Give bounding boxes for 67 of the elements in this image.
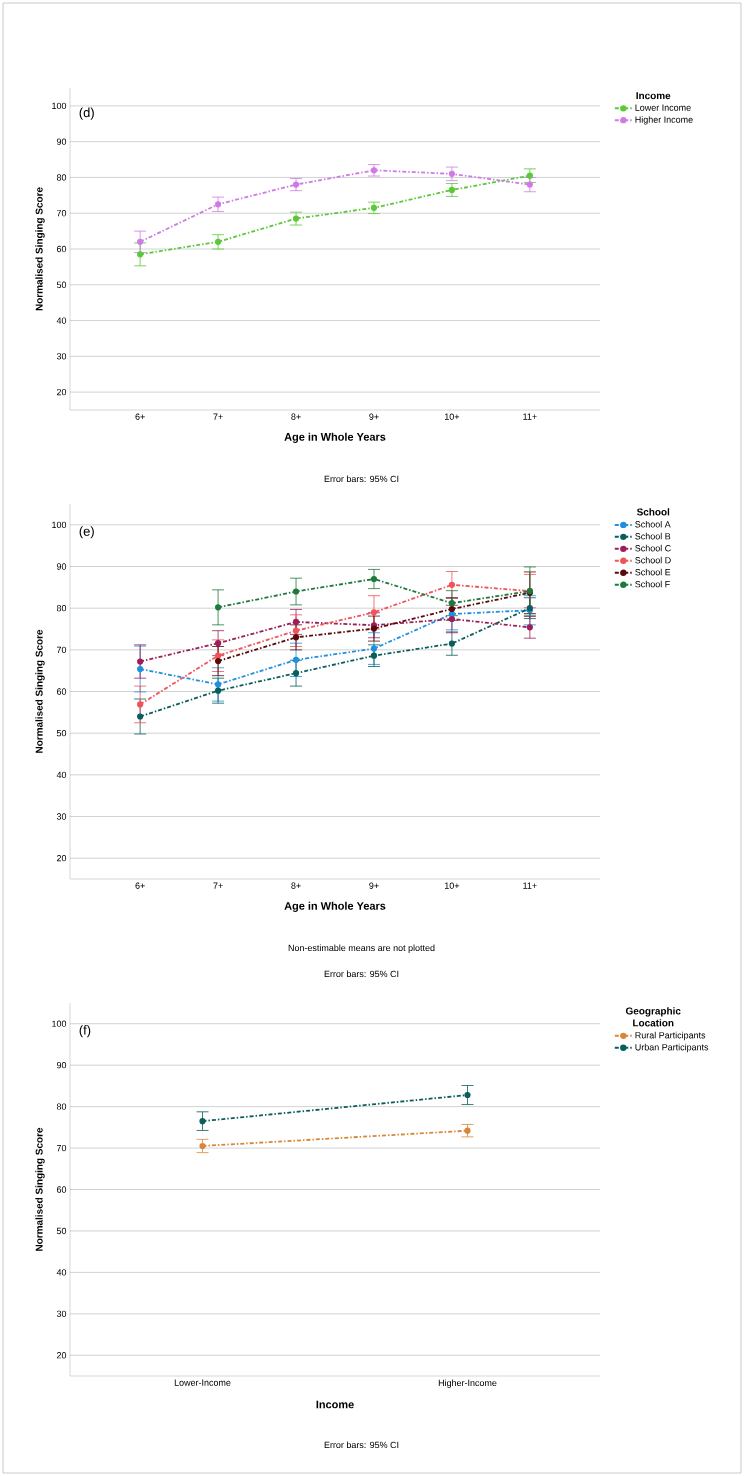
y-tick-label: 90 bbox=[56, 563, 67, 570]
legend-label: School D bbox=[635, 556, 671, 564]
legend-label: Lower Income bbox=[635, 104, 691, 111]
x-axis-title: Income bbox=[316, 1400, 354, 1409]
y-tick-label: 40 bbox=[56, 317, 67, 324]
y-tick-label: 100 bbox=[52, 521, 67, 529]
y-tick-label: 70 bbox=[56, 210, 67, 217]
y-tick-label: 40 bbox=[56, 771, 67, 779]
x-axis-title: Age in Whole Years bbox=[284, 432, 386, 443]
text: Error bars: 95% CI bbox=[324, 475, 399, 483]
y-tick-label: 50 bbox=[56, 730, 67, 737]
text: Non-estimable means are not plotted bbox=[288, 944, 435, 953]
x-tick-label: 6+ bbox=[135, 882, 145, 889]
annotation: (f) bbox=[79, 1025, 91, 1038]
legend-label: School B bbox=[635, 532, 671, 540]
y-tick-label: 30 bbox=[56, 353, 67, 360]
annotation: (e) bbox=[79, 526, 94, 539]
legend-title: Income bbox=[636, 92, 671, 100]
x-tick-label: 11+ bbox=[523, 413, 537, 420]
legend-label: School C bbox=[635, 544, 671, 552]
y-tick-label: 30 bbox=[56, 1310, 67, 1318]
x-tick-label: 6+ bbox=[135, 413, 145, 420]
legend-label: Higher Income bbox=[635, 116, 693, 125]
legend-label: School F bbox=[635, 580, 670, 588]
legend-label: School E bbox=[635, 568, 671, 576]
y-tick-label: 90 bbox=[56, 1062, 67, 1069]
y-axis-title: Normalised Singing Score bbox=[35, 629, 45, 753]
x-tick-label: 11+ bbox=[523, 882, 537, 889]
y-tick-label: 40 bbox=[56, 1269, 67, 1276]
y-tick-label: 20 bbox=[56, 855, 67, 862]
y-tick-label: 60 bbox=[56, 1186, 67, 1193]
y-tick-label: 50 bbox=[56, 1227, 67, 1235]
y-tick-label: 20 bbox=[56, 1352, 67, 1359]
legend-label: School A bbox=[635, 520, 671, 528]
legend-label: Rural Participants bbox=[635, 1031, 706, 1041]
y-tick-label: 60 bbox=[56, 688, 67, 695]
x-tick-label: 7+ bbox=[213, 882, 223, 889]
text: Error bars: 95% CI bbox=[324, 970, 399, 978]
y-tick-label: 90 bbox=[56, 138, 67, 145]
y-tick-label: 80 bbox=[56, 174, 67, 181]
y-tick-label: 70 bbox=[56, 646, 67, 654]
x-tick-label: 8+ bbox=[291, 413, 301, 420]
x-tick-label: Lower-Income bbox=[174, 1379, 231, 1386]
x-tick-label: 8+ bbox=[291, 882, 301, 889]
y-tick-label: 100 bbox=[52, 102, 67, 110]
x-tick-label: 10+ bbox=[445, 882, 460, 889]
x-tick-label: Higher-Income bbox=[438, 1379, 497, 1388]
x-tick-label: 10+ bbox=[445, 413, 460, 420]
x-tick-label: 7+ bbox=[213, 413, 223, 420]
text: Error bars: 95% CI bbox=[324, 1441, 399, 1449]
y-tick-label: 70 bbox=[56, 1144, 67, 1152]
annotation: (d) bbox=[79, 107, 94, 120]
y-axis-title: Normalised Singing Score bbox=[35, 187, 45, 311]
x-axis-title: Age in Whole Years bbox=[284, 901, 386, 912]
legend-label: Urban Participants bbox=[635, 1043, 709, 1053]
y-tick-label: 80 bbox=[56, 1103, 67, 1110]
y-tick-label: 100 bbox=[52, 1020, 67, 1027]
y-tick-label: 80 bbox=[56, 605, 67, 612]
y-axis-title: Normalised Singing Score bbox=[35, 1127, 45, 1251]
x-tick-label: 9+ bbox=[369, 882, 379, 889]
y-tick-label: 50 bbox=[56, 281, 67, 288]
y-tick-label: 20 bbox=[56, 388, 67, 396]
x-tick-label: 9+ bbox=[369, 413, 379, 420]
legend-title: School bbox=[636, 508, 670, 516]
legend-title: Geographic Location bbox=[625, 1007, 681, 1027]
y-tick-label: 60 bbox=[56, 245, 67, 253]
y-tick-label: 30 bbox=[56, 813, 67, 820]
